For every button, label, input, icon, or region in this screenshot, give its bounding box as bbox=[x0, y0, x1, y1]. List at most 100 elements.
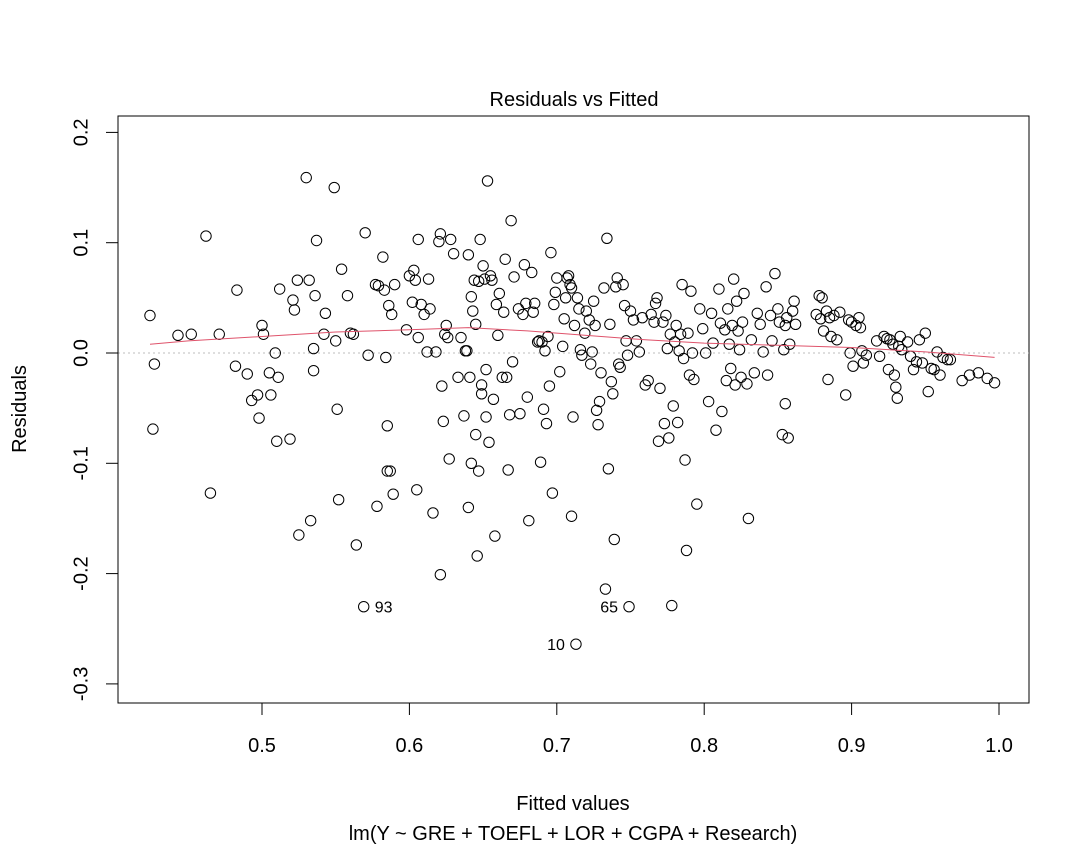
data-point bbox=[683, 369, 696, 381]
data-point bbox=[484, 270, 497, 282]
x-tick-label: 0.8 bbox=[690, 735, 718, 757]
data-point bbox=[576, 349, 588, 361]
data-point bbox=[241, 368, 253, 380]
data-point bbox=[568, 319, 581, 332]
data-point bbox=[783, 338, 796, 350]
data-point bbox=[642, 374, 654, 387]
data-point bbox=[649, 297, 662, 310]
x-tick-label: 0.7 bbox=[543, 735, 571, 757]
data-point bbox=[941, 353, 954, 366]
data-point bbox=[667, 400, 679, 412]
data-point bbox=[677, 352, 690, 365]
data-point bbox=[601, 232, 613, 244]
data-point bbox=[714, 317, 727, 329]
data-point bbox=[470, 318, 482, 331]
data-point bbox=[963, 369, 976, 381]
data-point bbox=[470, 428, 482, 441]
data-point bbox=[562, 270, 575, 282]
data-point bbox=[528, 297, 541, 310]
data-point bbox=[543, 380, 556, 392]
data-point bbox=[604, 318, 616, 331]
data-point bbox=[685, 285, 697, 297]
data-point bbox=[738, 287, 750, 300]
data-point bbox=[487, 393, 500, 406]
data-point bbox=[371, 500, 383, 513]
data-point bbox=[204, 487, 217, 499]
data-point bbox=[534, 456, 547, 468]
data-point bbox=[766, 335, 778, 347]
data-point bbox=[658, 417, 671, 430]
data-point bbox=[735, 371, 747, 383]
data-point bbox=[462, 249, 475, 261]
data-point bbox=[422, 273, 435, 285]
data-point bbox=[444, 233, 457, 246]
chart-title: Residuals vs Fitted bbox=[490, 89, 659, 111]
x-axis-label: Fitted values bbox=[516, 793, 629, 815]
data-point bbox=[185, 328, 197, 340]
data-point bbox=[381, 465, 393, 477]
data-point bbox=[769, 267, 781, 280]
data-point bbox=[810, 308, 822, 321]
data-point bbox=[988, 377, 1001, 389]
data-point bbox=[742, 512, 755, 525]
data-point bbox=[602, 463, 615, 475]
data-point bbox=[505, 214, 517, 227]
data-point bbox=[857, 357, 870, 369]
data-point bbox=[472, 465, 485, 477]
x-tick-label: 0.5 bbox=[248, 735, 276, 757]
data-point bbox=[691, 498, 703, 510]
data-point bbox=[427, 507, 439, 519]
data-point bbox=[663, 432, 675, 444]
data-point bbox=[624, 305, 637, 317]
data-point bbox=[478, 273, 491, 285]
y-tick-label: -0.3 bbox=[70, 667, 92, 701]
data-point bbox=[713, 283, 725, 295]
data-point bbox=[558, 313, 570, 325]
data-point bbox=[387, 488, 399, 500]
data-point bbox=[229, 360, 242, 372]
data-point bbox=[680, 544, 693, 557]
data-point bbox=[671, 416, 684, 429]
data-point bbox=[412, 331, 424, 344]
data-point bbox=[489, 530, 501, 542]
data-point bbox=[565, 282, 578, 294]
data-point bbox=[670, 319, 682, 332]
data-point bbox=[621, 349, 634, 361]
data-point bbox=[657, 316, 669, 328]
outlier-label: 10 bbox=[547, 637, 565, 654]
data-point bbox=[561, 272, 573, 284]
data-point bbox=[727, 273, 740, 285]
data-point bbox=[455, 331, 467, 344]
data-point bbox=[328, 181, 340, 194]
data-point bbox=[506, 356, 519, 368]
data-point bbox=[781, 312, 793, 324]
data-point bbox=[200, 230, 212, 242]
data-point bbox=[265, 389, 277, 401]
data-point bbox=[377, 251, 389, 263]
data-point bbox=[688, 373, 700, 386]
data-point bbox=[822, 373, 834, 386]
data-point bbox=[554, 366, 566, 378]
data-point bbox=[788, 295, 800, 307]
data-point bbox=[502, 464, 514, 476]
data-point bbox=[411, 484, 423, 496]
data-point bbox=[589, 319, 601, 332]
data-point bbox=[611, 272, 623, 284]
data-point bbox=[710, 424, 722, 436]
data-point bbox=[633, 346, 646, 358]
data-point bbox=[661, 342, 674, 355]
data-point bbox=[508, 271, 520, 283]
data-point bbox=[546, 487, 559, 499]
data-point bbox=[907, 363, 920, 376]
data-point bbox=[666, 599, 678, 612]
data-point bbox=[754, 318, 766, 331]
data-point bbox=[652, 435, 665, 447]
data-point bbox=[813, 289, 825, 302]
data-point bbox=[496, 371, 508, 383]
data-point bbox=[518, 259, 531, 271]
data-point bbox=[406, 296, 419, 308]
data-point bbox=[330, 335, 342, 347]
data-point bbox=[573, 303, 585, 315]
data-point bbox=[732, 325, 744, 337]
